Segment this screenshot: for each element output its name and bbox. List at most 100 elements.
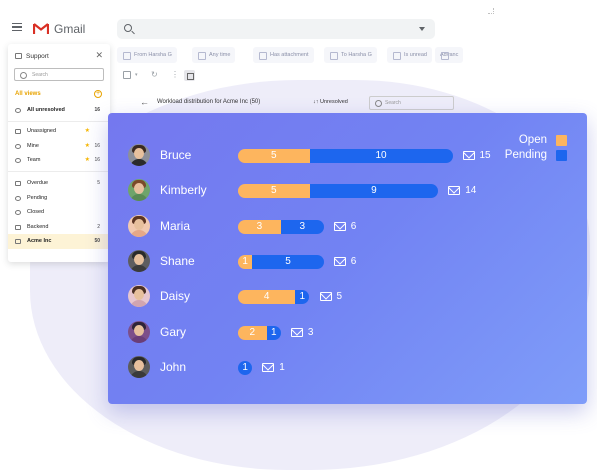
avatar: [128, 355, 150, 378]
bar-pending[interactable]: 5: [252, 254, 324, 269]
total-count: 6: [350, 255, 357, 267]
agent-name: Shane: [160, 253, 195, 268]
workload-chart-card: Open Pending Bruce 5 10 15 Kimberly 5 9 14 Maria…: [108, 113, 587, 404]
sort-dropdown[interactable]: ↓↑ Unresolved: [313, 99, 348, 105]
star-icon[interactable]: ★: [84, 157, 90, 163]
mail-icon: [448, 186, 461, 196]
sidebar-group-status: Overdue 5 Pending Closed Backend 2 Acme In…: [8, 176, 110, 249]
menu-icon[interactable]: [12, 23, 22, 31]
sidebar-title: Support: [15, 53, 49, 60]
agent-row[interactable]: Gary 2 1 3: [128, 320, 568, 344]
sidebar-item-closed[interactable]: Closed: [8, 205, 110, 220]
search-icon: [124, 24, 132, 32]
sidebar-item-all-unresolved[interactable]: All unresolved 16: [8, 103, 110, 118]
agent-name: Maria: [160, 218, 191, 233]
chevron-down-icon[interactable]: [419, 27, 425, 31]
bar-pending[interactable]: 3: [280, 219, 324, 234]
avatar: [128, 214, 150, 237]
bar-pending[interactable]: 1: [295, 290, 310, 305]
check-circle-icon: [15, 210, 21, 215]
bar-pending[interactable]: 9: [309, 184, 439, 199]
agent-row[interactable]: Maria 3 3 6: [128, 214, 568, 238]
bar-pending[interactable]: 1: [266, 325, 281, 340]
star-icon[interactable]: ★: [84, 142, 90, 149]
close-icon[interactable]: ✕: [95, 50, 103, 60]
sidebar-group-unresolved: All unresolved 16: [8, 103, 110, 118]
mail-search-bar[interactable]: [117, 19, 435, 39]
bar-open[interactable]: 4: [238, 290, 296, 305]
sidebar-item-overdue[interactable]: Overdue 5: [8, 176, 110, 191]
chip-any-time[interactable]: Any time: [192, 47, 236, 63]
all-views-label[interactable]: All views: [15, 91, 41, 97]
gmail-logo-icon: [33, 23, 49, 34]
total-count: 15: [479, 150, 491, 161]
bar-pending[interactable]: 1: [238, 360, 253, 375]
avatar: [128, 249, 150, 272]
agent-row[interactable]: Daisy 4 1 5: [128, 284, 568, 308]
total-count: 3: [307, 326, 314, 338]
chip-advanced[interactable]: Advanc: [435, 47, 464, 63]
more-vert-icon[interactable]: ⋮: [171, 70, 179, 79]
mail-icon: [290, 327, 303, 337]
divider: [8, 121, 110, 122]
sidebar-item-acme-inc[interactable]: Acme Inc 50: [8, 234, 110, 249]
mail-icon: [319, 292, 332, 302]
chip-to[interactable]: To Harsha G: [324, 47, 377, 63]
bar-open[interactable]: 5: [238, 184, 310, 199]
avatar: [128, 320, 150, 343]
sidebar-item-pending[interactable]: Pending: [8, 191, 110, 206]
apps-grid-icon[interactable]: [488, 8, 494, 14]
sidebar-search-input[interactable]: Search: [14, 68, 104, 81]
total-count: 5: [336, 291, 343, 303]
agent-name: Gary: [160, 324, 187, 339]
agent-row[interactable]: Shane 1 5 6: [128, 249, 568, 273]
sidebar-item-backend[interactable]: Backend 2: [8, 220, 110, 235]
mail-icon: [262, 362, 275, 372]
refresh-icon[interactable]: ↻: [151, 70, 158, 79]
bar-open[interactable]: 1: [238, 254, 253, 269]
inbox-icon: [15, 129, 21, 134]
app-name: Gmail: [54, 22, 86, 36]
total-count: 14: [465, 185, 477, 197]
star-icon[interactable]: ★: [84, 128, 90, 134]
mail-icon: [333, 221, 346, 231]
label-icon: [15, 224, 21, 230]
inbox-icon: [15, 53, 22, 59]
avatar: [128, 179, 150, 202]
person-icon: [15, 143, 21, 149]
add-view-icon[interactable]: +: [94, 90, 102, 98]
legend-swatch-open: [556, 135, 567, 146]
workload-header: ← Workload distribution for Acme Inc (50…: [140, 96, 460, 110]
bar-pending[interactable]: 10: [309, 149, 453, 163]
agent-row[interactable]: John 1 1: [128, 355, 568, 379]
agent-row[interactable]: Bruce 5 10 15: [128, 143, 568, 167]
sidebar-item-mine[interactable]: Mine ★ 16: [8, 139, 110, 154]
agent-name: Kimberly: [160, 183, 207, 198]
chip-from[interactable]: From Harsha G: [117, 47, 177, 63]
people-icon: [15, 158, 21, 163]
clock-icon: [15, 195, 21, 201]
bar-open[interactable]: 2: [238, 325, 267, 340]
total-count: 1: [279, 361, 285, 373]
sidebar-group-assignment: Unassigned ★ Mine ★ 16 Team ★ 16: [8, 124, 110, 168]
chip-is-unread[interactable]: Is unread: [387, 47, 432, 63]
bar-open[interactable]: 3: [238, 219, 281, 234]
agent-name: Bruce: [160, 148, 192, 162]
workload-search-input[interactable]: Search: [369, 96, 454, 110]
select-all-checkbox[interactable]: [123, 71, 131, 79]
back-arrow-icon[interactable]: ←: [140, 97, 149, 107]
chevron-down-icon[interactable]: ▾: [135, 72, 138, 78]
workload-icon[interactable]: [184, 70, 195, 81]
avatar: [128, 144, 150, 166]
agent-row[interactable]: Kimberly 5 9 14: [128, 178, 568, 202]
chart-legend: Open Pending: [505, 133, 567, 163]
agent-name: John: [160, 359, 187, 374]
sidebar-item-team[interactable]: Team ★ 16: [8, 153, 110, 168]
chip-has-attachment[interactable]: Has attachment: [253, 47, 314, 63]
bar-open[interactable]: 5: [238, 149, 310, 163]
divider: [8, 171, 110, 172]
sidebar-item-unassigned[interactable]: Unassigned ★: [8, 124, 110, 139]
legend-item-pending: Pending: [505, 148, 567, 163]
circle-icon: [15, 108, 21, 113]
